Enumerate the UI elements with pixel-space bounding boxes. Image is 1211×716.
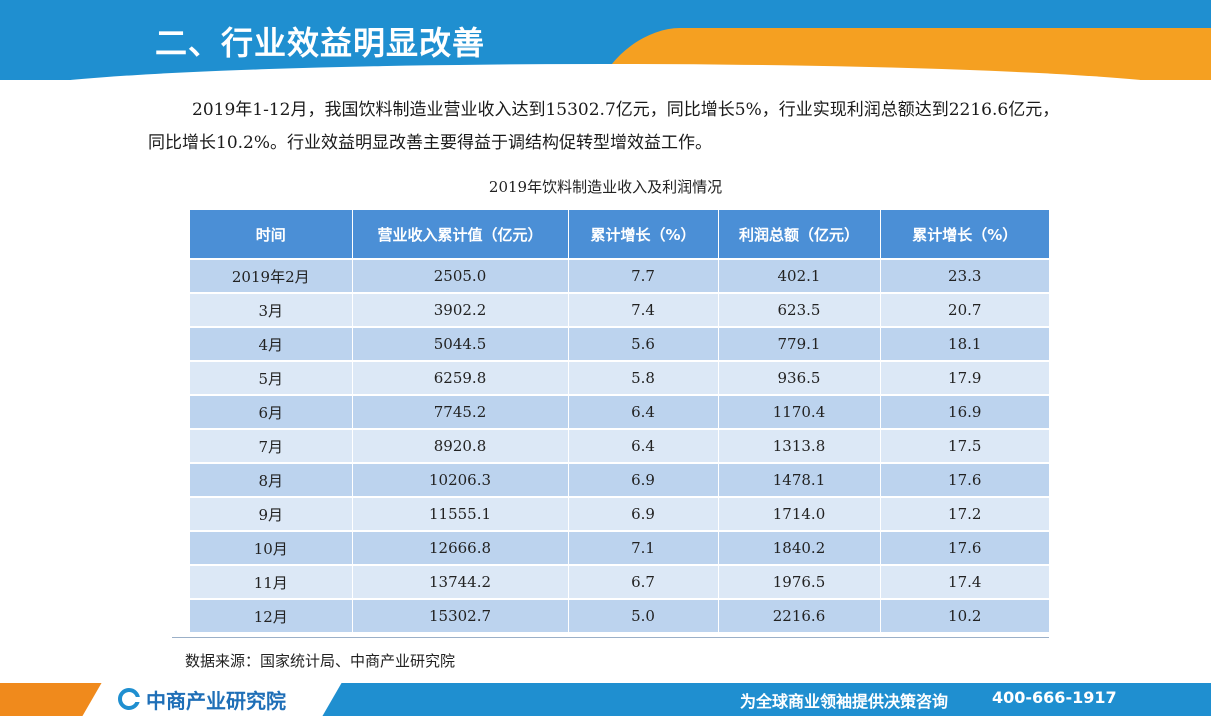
cell-revenue: 11555.1 xyxy=(352,496,569,531)
table-header-row: 时间 营业收入累计值（亿元） 累计增长（%） 利润总额（亿元） 累计增长（%） xyxy=(190,210,1049,259)
cell-time: 10月 xyxy=(190,530,353,565)
header-cell-profit-growth: 累计增长（%） xyxy=(880,210,1049,259)
table-row: 2019年2月 2505.0 7.7 402.1 23.3 xyxy=(190,258,1049,293)
cell-profit: 623.5 xyxy=(718,292,881,327)
cell-revenue: 13744.2 xyxy=(352,564,569,599)
cell-profit: 1714.0 xyxy=(718,496,881,531)
cell-profit-growth: 17.9 xyxy=(880,360,1049,395)
table-row: 5月 6259.8 5.8 936.5 17.9 xyxy=(190,360,1049,395)
cell-profit: 936.5 xyxy=(718,360,881,395)
cell-revenue-growth: 7.1 xyxy=(568,530,719,565)
cell-profit-growth: 23.3 xyxy=(880,258,1049,293)
cell-time: 11月 xyxy=(190,564,353,599)
cell-time: 12月 xyxy=(190,598,353,632)
cell-profit: 1313.8 xyxy=(718,428,881,463)
cell-revenue-growth: 6.9 xyxy=(568,496,719,531)
cell-time: 8月 xyxy=(190,462,353,497)
cell-profit: 1840.2 xyxy=(718,530,881,565)
cell-profit-growth: 10.2 xyxy=(880,598,1049,632)
table-row: 6月 7745.2 6.4 1170.4 16.9 xyxy=(190,394,1049,429)
cell-time: 2019年2月 xyxy=(190,258,353,293)
header-cell-time: 时间 xyxy=(190,210,353,259)
cell-revenue: 8920.8 xyxy=(352,428,569,463)
table-row: 12月 15302.7 5.0 2216.6 10.2 xyxy=(190,598,1049,632)
table-row: 4月 5044.5 5.6 779.1 18.1 xyxy=(190,326,1049,361)
cell-profit: 1976.5 xyxy=(718,564,881,599)
cell-profit-growth: 17.5 xyxy=(880,428,1049,463)
cell-revenue: 15302.7 xyxy=(352,598,569,632)
table-row: 7月 8920.8 6.4 1313.8 17.5 xyxy=(190,428,1049,463)
cell-profit-growth: 17.6 xyxy=(880,462,1049,497)
source-divider xyxy=(172,637,1049,638)
cell-profit-growth: 16.9 xyxy=(880,394,1049,429)
cell-revenue-growth: 6.4 xyxy=(568,428,719,463)
cell-profit: 402.1 xyxy=(718,258,881,293)
table-row: 3月 3902.2 7.4 623.5 20.7 xyxy=(190,292,1049,327)
cell-time: 9月 xyxy=(190,496,353,531)
header-cell-profit: 利润总额（亿元） xyxy=(718,210,881,259)
cell-profit: 1170.4 xyxy=(718,394,881,429)
cell-profit-growth: 17.2 xyxy=(880,496,1049,531)
cell-revenue: 6259.8 xyxy=(352,360,569,395)
summary-paragraph: 2019年1-12月，我国饮料制造业营业收入达到15302.7亿元，同比增长5%… xyxy=(148,100,1060,153)
data-source: 数据来源：国家统计局、中商产业研究院 xyxy=(185,652,456,670)
header-banner: 二、行业效益明显改善 xyxy=(0,0,1211,80)
cell-time: 3月 xyxy=(190,292,353,327)
table-row: 8月 10206.3 6.9 1478.1 17.6 xyxy=(190,462,1049,497)
cell-profit-growth: 18.1 xyxy=(880,326,1049,361)
cell-time: 7月 xyxy=(190,428,353,463)
cell-revenue-growth: 6.7 xyxy=(568,564,719,599)
cell-revenue-growth: 7.7 xyxy=(568,258,719,293)
header-cell-revenue: 营业收入累计值（亿元） xyxy=(352,210,569,259)
cell-revenue-growth: 6.4 xyxy=(568,394,719,429)
cell-revenue: 2505.0 xyxy=(352,258,569,293)
cell-revenue-growth: 6.9 xyxy=(568,462,719,497)
footer-slogan: 为全球商业领袖提供决策咨询 xyxy=(740,692,949,711)
cell-revenue-growth: 5.8 xyxy=(568,360,719,395)
cell-profit-growth: 17.6 xyxy=(880,530,1049,565)
cell-revenue: 7745.2 xyxy=(352,394,569,429)
cell-profit: 2216.6 xyxy=(718,598,881,632)
cell-profit-growth: 17.4 xyxy=(880,564,1049,599)
table-row: 11月 13744.2 6.7 1976.5 17.4 xyxy=(190,564,1049,599)
cell-revenue: 10206.3 xyxy=(352,462,569,497)
cell-revenue: 5044.5 xyxy=(352,326,569,361)
header-white-curve xyxy=(0,64,1211,80)
cell-revenue: 12666.8 xyxy=(352,530,569,565)
cell-profit: 1478.1 xyxy=(718,462,881,497)
data-table: 时间 营业收入累计值（亿元） 累计增长（%） 利润总额（亿元） 累计增长（%） … xyxy=(190,210,1049,632)
table-title: 2019年饮料制造业收入及利润情况 xyxy=(488,178,723,196)
footer-phone: 400-666-1917 xyxy=(992,688,1117,707)
cell-revenue-growth: 5.0 xyxy=(568,598,719,632)
table-row: 9月 11555.1 6.9 1714.0 17.2 xyxy=(190,496,1049,531)
logo-icon xyxy=(118,688,141,710)
table-row: 10月 12666.8 7.1 1840.2 17.6 xyxy=(190,530,1049,565)
cell-time: 4月 xyxy=(190,326,353,361)
cell-revenue-growth: 5.6 xyxy=(568,326,719,361)
footer-logo: 中商产业研究院 xyxy=(118,684,286,714)
cell-profit-growth: 20.7 xyxy=(880,292,1049,327)
cell-time: 5月 xyxy=(190,360,353,395)
cell-profit: 779.1 xyxy=(718,326,881,361)
table-body: 2019年2月 2505.0 7.7 402.1 23.3 3月 3902.2 7.4 623.… xyxy=(190,258,1049,632)
cell-revenue: 3902.2 xyxy=(352,292,569,327)
cell-time: 6月 xyxy=(190,394,353,429)
cell-revenue-growth: 7.4 xyxy=(568,292,719,327)
header-cell-revenue-growth: 累计增长（%） xyxy=(568,210,719,259)
page-title: 二、行业效益明显改善 xyxy=(155,24,486,62)
logo-text: 中商产业研究院 xyxy=(146,688,286,713)
